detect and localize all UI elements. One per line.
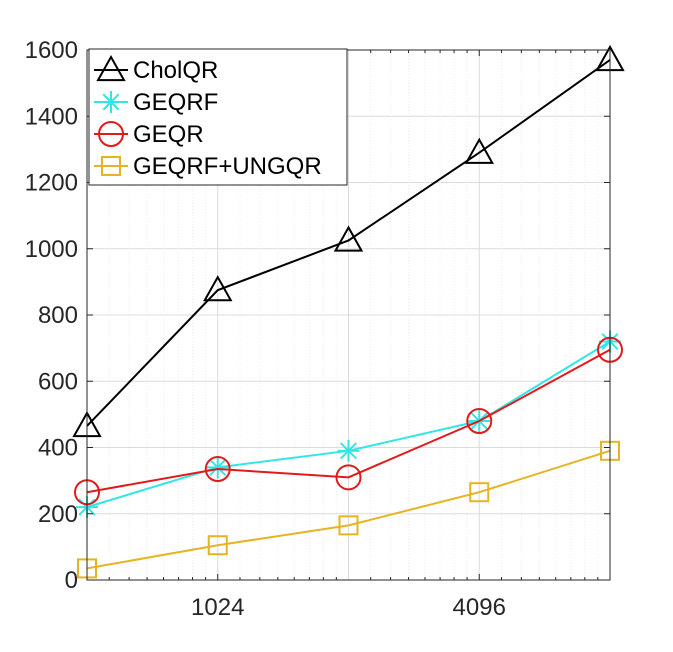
data-point bbox=[204, 456, 231, 483]
legend-box bbox=[88, 48, 348, 186]
legend-entries: CholQR GEQRF GEQR GEQRF+UNGQR bbox=[94, 54, 322, 180]
y-tick-label: 1200 bbox=[25, 170, 78, 197]
legend-marker bbox=[101, 156, 121, 176]
series-geqr bbox=[74, 336, 623, 506]
series-line bbox=[86, 59, 611, 427]
y-tick-label: 1000 bbox=[25, 236, 78, 263]
series-line bbox=[86, 449, 611, 570]
asterisk-stroke bbox=[209, 458, 227, 476]
legend-marker bbox=[96, 54, 126, 82]
data-point bbox=[466, 408, 493, 434]
data-point bbox=[207, 535, 228, 556]
data-point bbox=[464, 137, 494, 164]
x-tick-label: 1024 bbox=[191, 594, 244, 621]
legend-entry: CholQR bbox=[94, 54, 218, 84]
data-point bbox=[469, 482, 490, 503]
legend-entry: GEQR bbox=[94, 121, 204, 148]
legend-marker bbox=[98, 121, 124, 147]
data-point bbox=[206, 456, 229, 479]
legend-marker bbox=[100, 91, 122, 113]
data-point bbox=[333, 225, 364, 252]
legend-label: GEQRF bbox=[133, 89, 218, 116]
y-tick-label: 1400 bbox=[25, 103, 78, 130]
y-tick-label: 800 bbox=[38, 302, 78, 329]
x-axis-tick-labels: 1024 4096 bbox=[191, 594, 506, 621]
legend: CholQR GEQRF GEQR GEQRF+UNGQR bbox=[88, 48, 348, 186]
series-cholqr bbox=[72, 44, 625, 438]
asterisk-stroke bbox=[102, 93, 120, 111]
legend-entry: GEQRF+UNGQR bbox=[94, 153, 322, 180]
asterisk-stroke bbox=[340, 442, 357, 460]
y-axis-tick-labels: 0 200 400 600 800 1000 1200 1400 1600 bbox=[25, 37, 78, 594]
series-line bbox=[86, 348, 611, 494]
y-tick-label: 600 bbox=[38, 368, 78, 395]
legend-label: CholQR bbox=[133, 57, 218, 84]
data-point bbox=[203, 275, 233, 302]
y-tick-label: 400 bbox=[38, 435, 78, 462]
data-point bbox=[337, 439, 360, 462]
data-point bbox=[338, 515, 359, 536]
y-tick-label: 1600 bbox=[25, 37, 78, 64]
legend-label: GEQR bbox=[133, 121, 204, 148]
data-point bbox=[335, 464, 362, 491]
legend-entry: GEQRF bbox=[94, 89, 218, 116]
legend-label: GEQRF+UNGQR bbox=[133, 153, 322, 180]
y-tick-label: 200 bbox=[38, 501, 78, 528]
y-tick-label: 0 bbox=[65, 567, 78, 594]
x-tick-label: 4096 bbox=[453, 594, 506, 621]
